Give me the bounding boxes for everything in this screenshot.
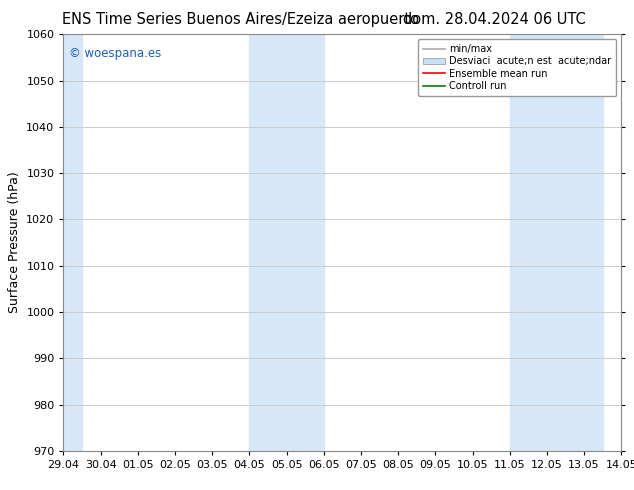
- Bar: [510, 34, 603, 451]
- Text: © woespana.es: © woespana.es: [69, 47, 161, 60]
- Text: dom. 28.04.2024 06 UTC: dom. 28.04.2024 06 UTC: [403, 12, 586, 27]
- Bar: [63, 34, 82, 451]
- Text: ENS Time Series Buenos Aires/Ezeiza aeropuerto: ENS Time Series Buenos Aires/Ezeiza aero…: [62, 12, 420, 27]
- Y-axis label: Surface Pressure (hPa): Surface Pressure (hPa): [8, 172, 21, 314]
- Bar: [249, 34, 324, 451]
- Legend: min/max, Desviaci  acute;n est  acute;ndar, Ensemble mean run, Controll run: min/max, Desviaci acute;n est acute;ndar…: [418, 39, 616, 96]
